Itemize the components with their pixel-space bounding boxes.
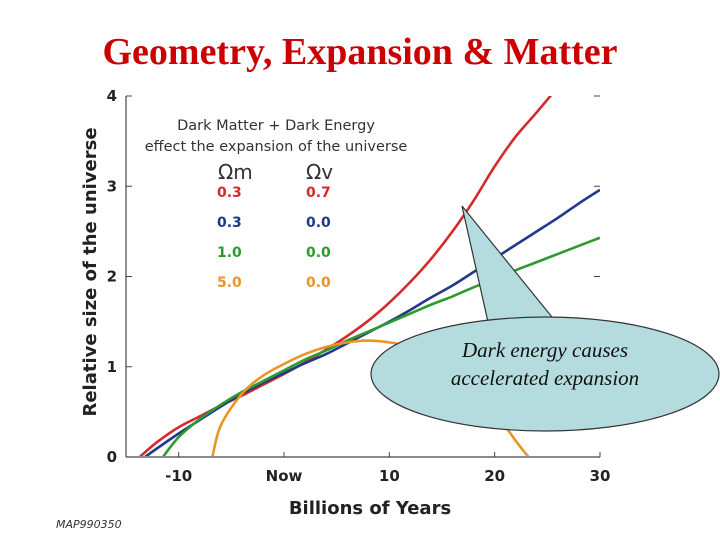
callout-pointer <box>461 205 558 323</box>
x-tick-label: 10 <box>379 467 400 485</box>
legend-header-omega-v: Ωv <box>306 160 333 184</box>
y-tick-label: 3 <box>107 177 117 195</box>
legend-orange-omega-v: 0.0 <box>306 275 331 291</box>
slide-title: Geometry, Expansion & Matter <box>102 31 618 73</box>
legend-orange-omega-m: 5.0 <box>217 275 242 291</box>
legend-blue-omega-m: 0.3 <box>217 215 242 231</box>
callout-line1: Dark energy causes <box>461 338 628 362</box>
y-tick-label: 4 <box>107 87 117 105</box>
y-axis-label: Relative size of the universe <box>80 127 101 416</box>
axis-ticks: -10 Now 10 20 30 0 1 2 3 4 <box>107 87 611 485</box>
legend-title-line1: Dark Matter + Dark Energy <box>177 118 375 134</box>
curves <box>138 96 600 456</box>
legend-green-omega-v: 0.0 <box>306 245 331 261</box>
callout: Dark energy causes accelerated expansion <box>370 205 720 432</box>
x-tick-label: Now <box>266 467 303 485</box>
y-tick-label: 1 <box>107 358 117 376</box>
x-tick-label: 20 <box>484 467 505 485</box>
legend-red-omega-m: 0.3 <box>217 185 242 201</box>
callout-bubble <box>370 316 720 432</box>
series-line-green <box>162 236 600 456</box>
legend-blue-omega-v: 0.0 <box>306 215 331 231</box>
image-credit: MAP990350 <box>56 518 122 531</box>
callout-joint <box>484 321 560 328</box>
callout-line2: accelerated expansion <box>451 366 639 390</box>
x-tick-label: 30 <box>590 467 611 485</box>
legend: Dark Matter + Dark Energy effect the exp… <box>145 118 408 291</box>
y-tick-label: 2 <box>107 268 117 286</box>
legend-green-omega-m: 1.0 <box>217 245 242 261</box>
y-tick-label: 0 <box>107 448 117 466</box>
x-tick-label: -10 <box>165 467 192 485</box>
legend-title-line2: effect the expansion of the universe <box>145 139 408 155</box>
legend-header-omega-m: Ωm <box>218 160 253 184</box>
legend-red-omega-v: 0.7 <box>306 185 331 201</box>
x-axis-label: Billions of Years <box>289 498 451 519</box>
